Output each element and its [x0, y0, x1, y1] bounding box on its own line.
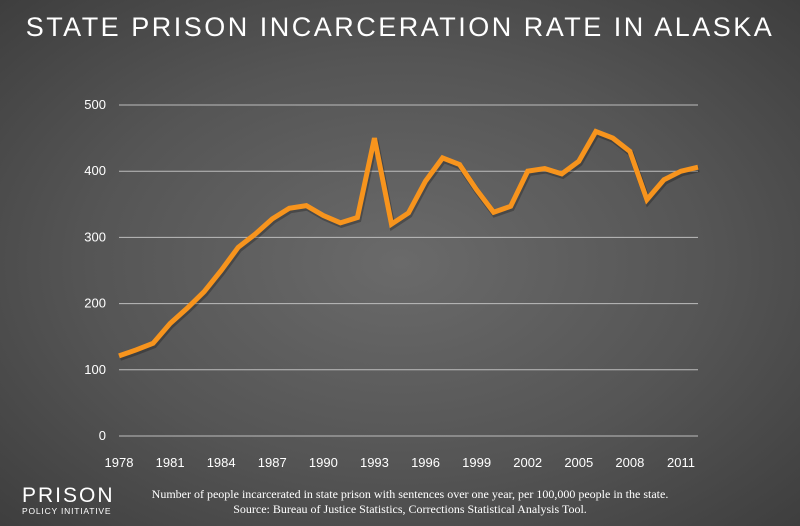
y-tick-label: 200	[84, 296, 106, 311]
x-tick-label: 1984	[207, 455, 236, 470]
x-tick-label: 2002	[513, 455, 542, 470]
y-tick-label: 300	[84, 229, 106, 244]
series-line-shadow	[119, 129, 700, 361]
logo-line2: POLICY INITIATIVE	[22, 506, 112, 516]
x-tick-label: 1978	[105, 455, 134, 470]
y-tick-label: 100	[84, 362, 106, 377]
x-tick-label: 2011	[667, 455, 695, 470]
y-tick-label: 0	[99, 428, 106, 443]
chart-title: STATE PRISON INCARCERATION RATE IN ALASK…	[25, 12, 775, 42]
x-tick-label: 2008	[615, 455, 644, 470]
series-line	[118, 128, 699, 359]
prison-policy-initiative-logo: PRISON POLICY INITIATIVE	[22, 484, 115, 516]
footnote-source: Source: Bureau of Justice Statistics, Co…	[233, 502, 587, 516]
footnote: Number of people incarcerated in state p…	[110, 487, 710, 517]
x-tick-label: 2005	[564, 455, 593, 470]
x-tick-label: 1999	[462, 455, 491, 470]
logo-line1: PRISON	[22, 484, 115, 507]
y-tick-label: 400	[84, 163, 106, 178]
y-tick-label: 500	[84, 97, 106, 112]
x-tick-label: 1993	[360, 455, 389, 470]
x-tick-label: 1987	[258, 455, 287, 470]
x-tick-label: 1990	[309, 455, 338, 470]
x-tick-label: 1996	[411, 455, 440, 470]
x-tick-label: 1981	[156, 455, 185, 470]
footnote-description: Number of people incarcerated in state p…	[151, 487, 669, 501]
